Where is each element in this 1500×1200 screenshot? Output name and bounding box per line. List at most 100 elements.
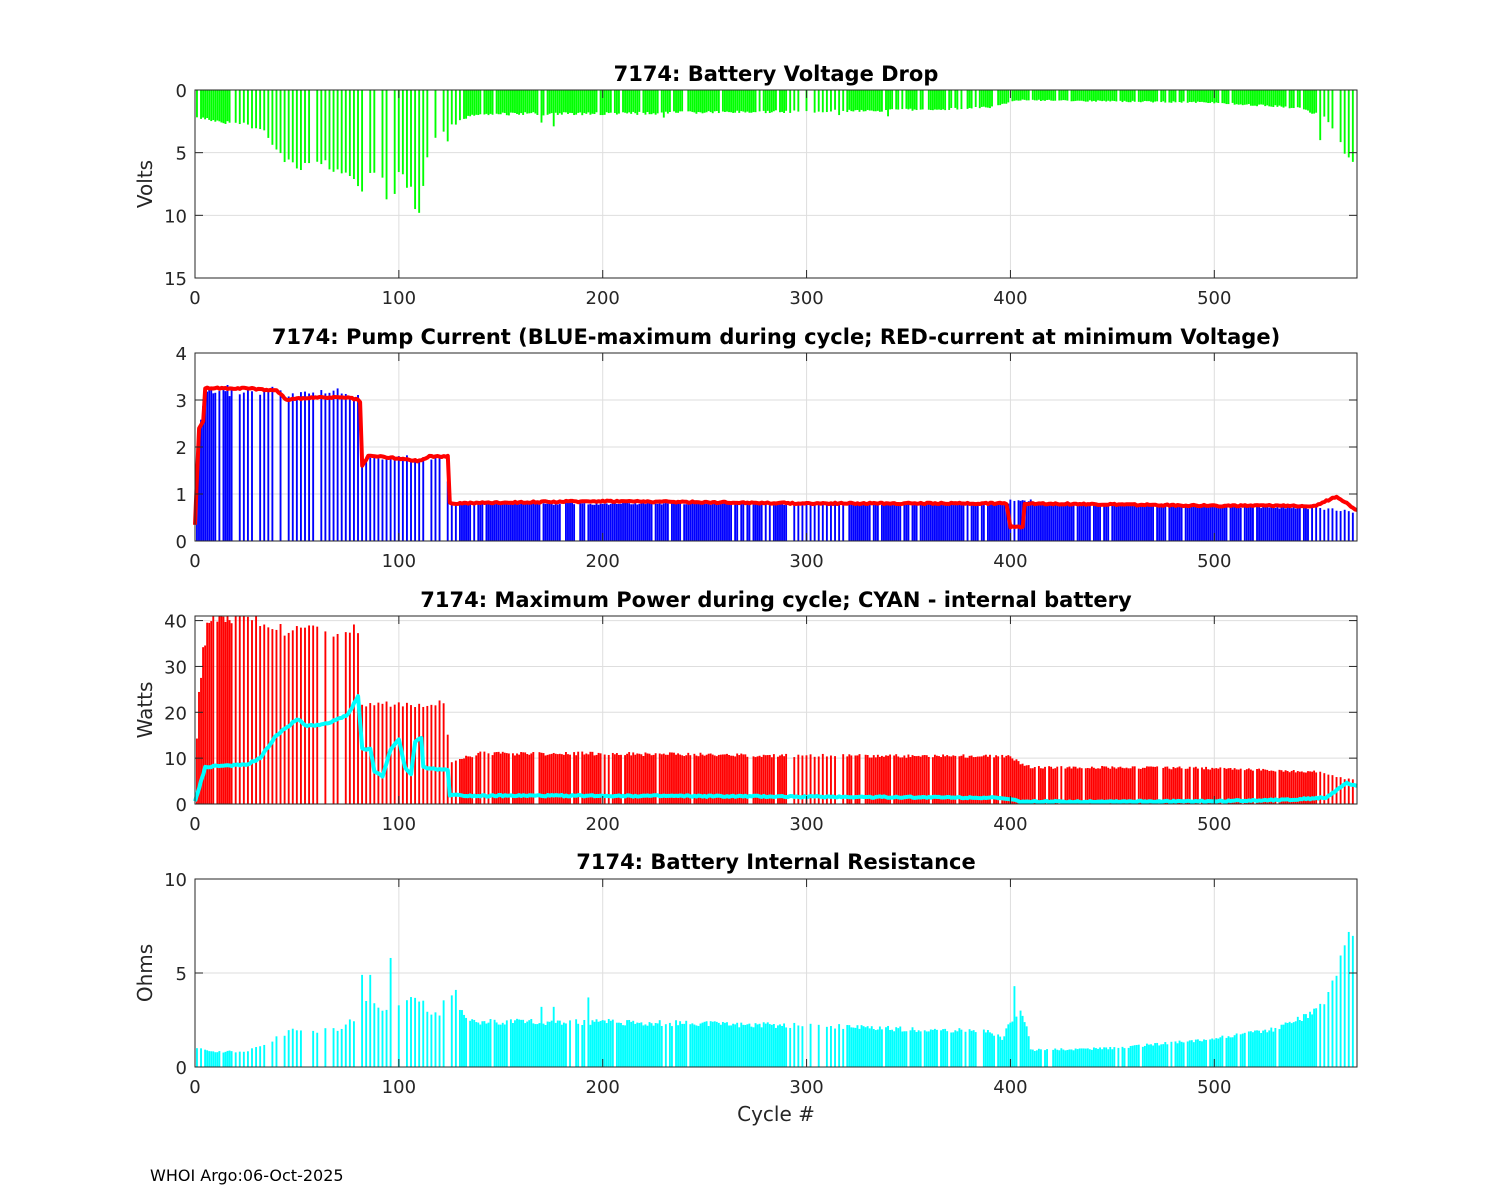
bar — [774, 1027, 777, 1067]
bar — [1158, 504, 1161, 541]
bar — [801, 755, 804, 804]
bar — [418, 461, 421, 541]
bar — [801, 1026, 804, 1067]
x-tick-label: 200 — [586, 288, 620, 309]
bar — [1331, 980, 1334, 1067]
bar — [1052, 1049, 1055, 1067]
bar — [1109, 1046, 1112, 1067]
bar — [842, 90, 845, 111]
bar — [919, 1031, 922, 1067]
bar — [986, 504, 989, 541]
bar — [1323, 773, 1326, 804]
bar — [228, 1050, 231, 1067]
bar — [736, 504, 739, 541]
bar — [1019, 1010, 1022, 1067]
bar — [1082, 90, 1085, 102]
bar — [222, 1052, 225, 1067]
bar — [664, 90, 667, 112]
bar — [1188, 504, 1191, 541]
bar — [913, 90, 916, 110]
bar — [774, 502, 777, 541]
bar — [1037, 90, 1040, 100]
bar — [1088, 503, 1091, 541]
bar — [1252, 770, 1254, 804]
bar — [1247, 90, 1250, 105]
bar — [1048, 766, 1051, 804]
bar — [734, 1024, 737, 1067]
bar — [1099, 90, 1101, 101]
bar — [475, 1022, 478, 1067]
bar — [430, 704, 433, 804]
bar — [1231, 769, 1234, 804]
bar — [654, 753, 657, 804]
bar — [885, 755, 887, 804]
bar — [340, 1028, 343, 1067]
bar — [870, 1026, 873, 1067]
bar — [344, 632, 347, 804]
bar — [797, 502, 800, 541]
bar — [1258, 506, 1261, 541]
bar — [369, 90, 372, 173]
bar — [1105, 502, 1108, 541]
bar — [915, 1031, 918, 1067]
bar — [991, 90, 993, 107]
bar — [214, 1052, 217, 1067]
bar — [1219, 505, 1222, 541]
bar — [1009, 756, 1012, 804]
bar — [1282, 771, 1285, 804]
bar — [726, 1022, 728, 1067]
bar — [1148, 503, 1150, 541]
bar — [552, 752, 555, 804]
bar — [397, 456, 400, 541]
bar — [410, 997, 412, 1067]
bar — [1247, 507, 1250, 541]
bar — [469, 1020, 472, 1067]
bar — [1141, 90, 1144, 102]
bar — [516, 1018, 518, 1067]
bar — [650, 503, 653, 541]
bar — [1172, 766, 1175, 804]
bar — [713, 90, 716, 112]
bar — [485, 1023, 488, 1067]
bar — [1146, 504, 1148, 541]
bar — [719, 1024, 722, 1067]
bar — [505, 1020, 508, 1067]
bar — [734, 756, 737, 804]
bar — [1223, 90, 1226, 104]
bar — [1001, 1039, 1004, 1067]
bar — [1052, 90, 1055, 101]
bar — [1186, 768, 1189, 804]
bar — [942, 754, 945, 804]
bar — [603, 90, 606, 115]
bar — [1119, 90, 1122, 101]
bar — [304, 391, 306, 541]
bar — [1146, 766, 1148, 804]
bar — [465, 90, 467, 119]
bar — [620, 754, 622, 804]
bar — [895, 754, 898, 804]
bar — [520, 502, 523, 541]
bar — [921, 90, 924, 110]
bar — [1190, 1040, 1193, 1067]
bar — [1129, 90, 1132, 103]
series-line — [193, 385, 1358, 530]
bar — [1141, 767, 1144, 804]
bar — [1347, 511, 1350, 541]
bar — [1249, 506, 1252, 541]
bar — [601, 503, 604, 541]
bar — [648, 753, 651, 804]
bar — [697, 756, 700, 804]
bar — [868, 757, 871, 804]
bar — [410, 90, 412, 187]
bar — [1192, 90, 1195, 102]
bar — [483, 1021, 486, 1067]
bar — [1031, 768, 1034, 804]
bar — [414, 460, 417, 541]
bar — [1215, 768, 1218, 804]
bar — [982, 90, 985, 107]
bar — [1044, 503, 1046, 541]
bar — [503, 501, 506, 541]
bar — [1170, 1041, 1173, 1067]
footer-credit: WHOI Argo:06-Oct-2025 — [150, 1166, 344, 1185]
bar — [785, 1027, 788, 1067]
